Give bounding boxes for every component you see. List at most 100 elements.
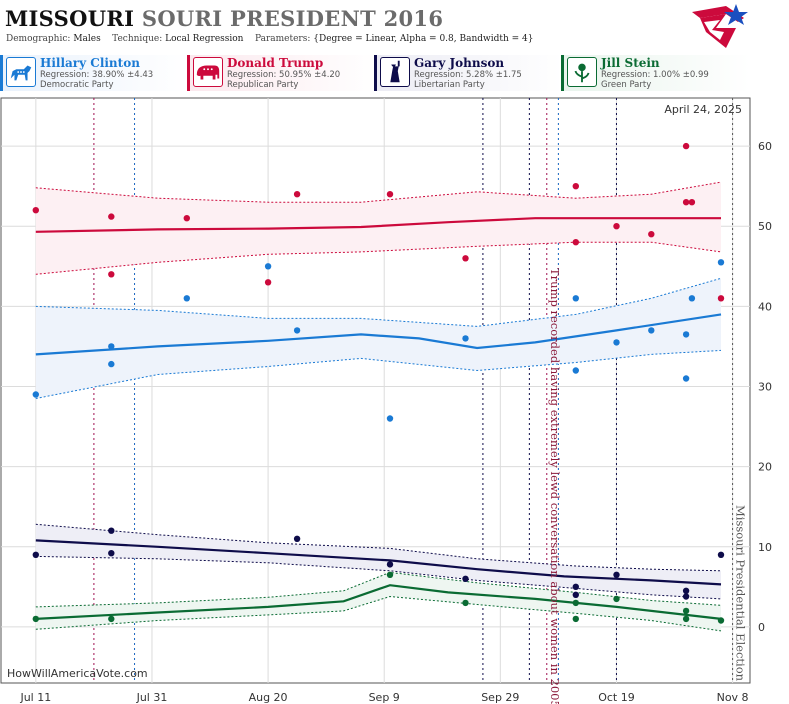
hillary-clinton-poll-point bbox=[32, 391, 39, 398]
hillary-clinton-poll-point bbox=[688, 295, 696, 302]
jill-stein-poll-point bbox=[462, 599, 469, 607]
y-tick-label: 50 bbox=[758, 220, 772, 233]
hillary-clinton-poll-point bbox=[386, 415, 394, 422]
gary-johnson-confidence-band bbox=[35, 524, 722, 599]
regression-value: Regression: 38.90% ±4.43 bbox=[40, 70, 154, 80]
x-tick-label: Jul 11 bbox=[19, 691, 51, 704]
donald-trump-poll-point bbox=[108, 213, 115, 220]
jill-stein-poll-point bbox=[32, 615, 39, 623]
y-tick-label: 0 bbox=[758, 621, 765, 634]
parameters-line: Demographic: Males Technique: Local Regr… bbox=[6, 34, 534, 44]
donald-trump-poll-point bbox=[613, 223, 620, 230]
hillary-clinton-poll-point bbox=[264, 263, 272, 270]
y-tick-label: 10 bbox=[758, 541, 772, 554]
gary-johnson-poll-point bbox=[572, 591, 579, 598]
demographic-value: Males bbox=[73, 34, 101, 44]
y-tick-label: 30 bbox=[758, 380, 772, 393]
x-tick-label: Jul 31 bbox=[136, 691, 168, 704]
page-title: MISSOURI SOURI PRESIDENT 2016 bbox=[5, 6, 443, 31]
gary-johnson-poll-point bbox=[386, 561, 394, 568]
gary-johnson-poll-point bbox=[108, 527, 115, 534]
donald-trump-confidence-band bbox=[35, 182, 722, 275]
title-race: SOURI PRESIDENT 2016 bbox=[141, 6, 444, 31]
donald-trump-poll-point bbox=[293, 191, 301, 198]
hillary-clinton-poll-point bbox=[572, 367, 579, 374]
donald-trump-poll-point bbox=[717, 295, 725, 302]
donald-trump-poll-point bbox=[108, 271, 115, 278]
donald-trump-poll-point bbox=[32, 207, 39, 214]
hillary-clinton-poll-point bbox=[648, 327, 655, 334]
candidate-name: Gary Johnson bbox=[414, 56, 505, 70]
poll-chart: 0 10 20 30 40 50 60 Jul 11 Jul 31 Aug 20 Sep 9 Sep … bbox=[0, 97, 772, 704]
jill-stein-poll-point bbox=[108, 615, 115, 623]
gary-johnson-poll-point bbox=[462, 575, 469, 582]
jill-stein-poll-point bbox=[572, 599, 579, 607]
gary-johnson-poll-point bbox=[613, 571, 620, 578]
jill-stein-poll-point bbox=[386, 571, 394, 578]
jill-stein-confidence-band bbox=[35, 572, 722, 631]
parameters-value: {Degree = Linear, Alpha = 0.8, Bandwidth… bbox=[313, 34, 534, 44]
donald-trump-poll-point bbox=[572, 183, 579, 190]
hillary-clinton-poll-point bbox=[462, 335, 469, 342]
donald-trump-trend-line bbox=[35, 217, 721, 233]
hillary-clinton-poll-point bbox=[183, 295, 190, 302]
technique-label: Technique: bbox=[112, 34, 163, 44]
x-tick-label: Sep 29 bbox=[481, 691, 519, 704]
y-tick-label: 40 bbox=[758, 300, 772, 313]
candidate-name: Donald Trump bbox=[227, 56, 324, 70]
gary-johnson-poll-point bbox=[32, 551, 39, 558]
donald-trump-poll-point bbox=[462, 255, 469, 262]
gary-johnson-trend-line bbox=[35, 539, 722, 586]
x-tick-label: Sep 9 bbox=[369, 691, 400, 704]
gary-johnson-poll-point bbox=[572, 583, 579, 590]
legend-gary-johnson: Gary Johnson Regression: 5.28% ±1.75 Lib… bbox=[374, 55, 563, 91]
hillary-clinton-poll-point bbox=[293, 327, 301, 334]
hillary-clinton-poll-point bbox=[682, 375, 690, 382]
election-annotation: Missouri Presidential Election bbox=[734, 505, 748, 682]
gary-johnson-poll-point bbox=[717, 551, 725, 558]
x-tick-label: Nov 8 bbox=[717, 691, 749, 704]
donald-trump-poll-point bbox=[572, 239, 579, 246]
legend-hillary-clinton: Hillary Clinton Regression: 38.90% ±4.43… bbox=[0, 55, 189, 91]
hillary-clinton-poll-point bbox=[717, 259, 725, 266]
hillary-clinton-poll-point bbox=[108, 343, 115, 350]
party-name: Green Party bbox=[601, 80, 652, 90]
party-name: Libertarian Party bbox=[414, 80, 485, 90]
donald-trump-poll-point bbox=[183, 215, 190, 222]
donald-trump-poll-point bbox=[264, 279, 272, 286]
gary-johnson-poll-point bbox=[293, 535, 301, 542]
y-tick-label: 60 bbox=[758, 140, 772, 153]
elephant-icon bbox=[193, 57, 223, 87]
candidate-name: Hillary Clinton bbox=[40, 56, 140, 70]
regression-value: Regression: 1.00% ±0.99 bbox=[601, 70, 709, 80]
technique-value: Local Regression bbox=[165, 34, 244, 44]
regression-value: Regression: 5.28% ±1.75 bbox=[414, 70, 522, 80]
jill-stein-poll-point bbox=[613, 595, 620, 603]
title-state: MISSOURI bbox=[5, 6, 135, 31]
x-tick-label: Aug 20 bbox=[249, 691, 288, 704]
hillary-clinton-trend-line bbox=[35, 313, 722, 356]
jill-stein-poll-point bbox=[682, 607, 690, 615]
jill-stein-poll-point bbox=[682, 615, 690, 623]
donald-trump-poll-point bbox=[386, 191, 394, 198]
gary-johnson-poll-point bbox=[108, 550, 115, 557]
event-annotation: Trump recorded having extremely lewd con… bbox=[548, 268, 562, 704]
demographic-label: Demographic: bbox=[6, 34, 71, 44]
jill-stein-poll-point bbox=[717, 617, 725, 624]
gary-johnson-lower-bound bbox=[35, 555, 722, 600]
candidate-name: Jill Stein bbox=[601, 56, 660, 70]
legend-jill-stein: Jill Stein Regression: 1.00% ±0.99 Green… bbox=[561, 55, 750, 91]
gary-johnson-upper-bound bbox=[35, 523, 722, 572]
legend-donald-trump: Donald Trump Regression: 50.95% ±4.20 Re… bbox=[187, 55, 376, 91]
donald-trump-poll-point bbox=[682, 142, 690, 150]
donald-trump-poll-point bbox=[688, 199, 696, 206]
x-tick-label: Oct 19 bbox=[598, 691, 635, 704]
y-tick-label: 20 bbox=[758, 461, 772, 474]
hillary-clinton-poll-point bbox=[613, 339, 620, 346]
regression-value: Regression: 50.95% ±4.20 bbox=[227, 70, 341, 80]
flower-icon bbox=[567, 57, 597, 87]
donald-trump-poll-point bbox=[682, 199, 690, 206]
statue-of-liberty-icon bbox=[380, 57, 410, 87]
party-name: Democratic Party bbox=[40, 80, 114, 90]
donald-trump-poll-point bbox=[648, 231, 655, 238]
